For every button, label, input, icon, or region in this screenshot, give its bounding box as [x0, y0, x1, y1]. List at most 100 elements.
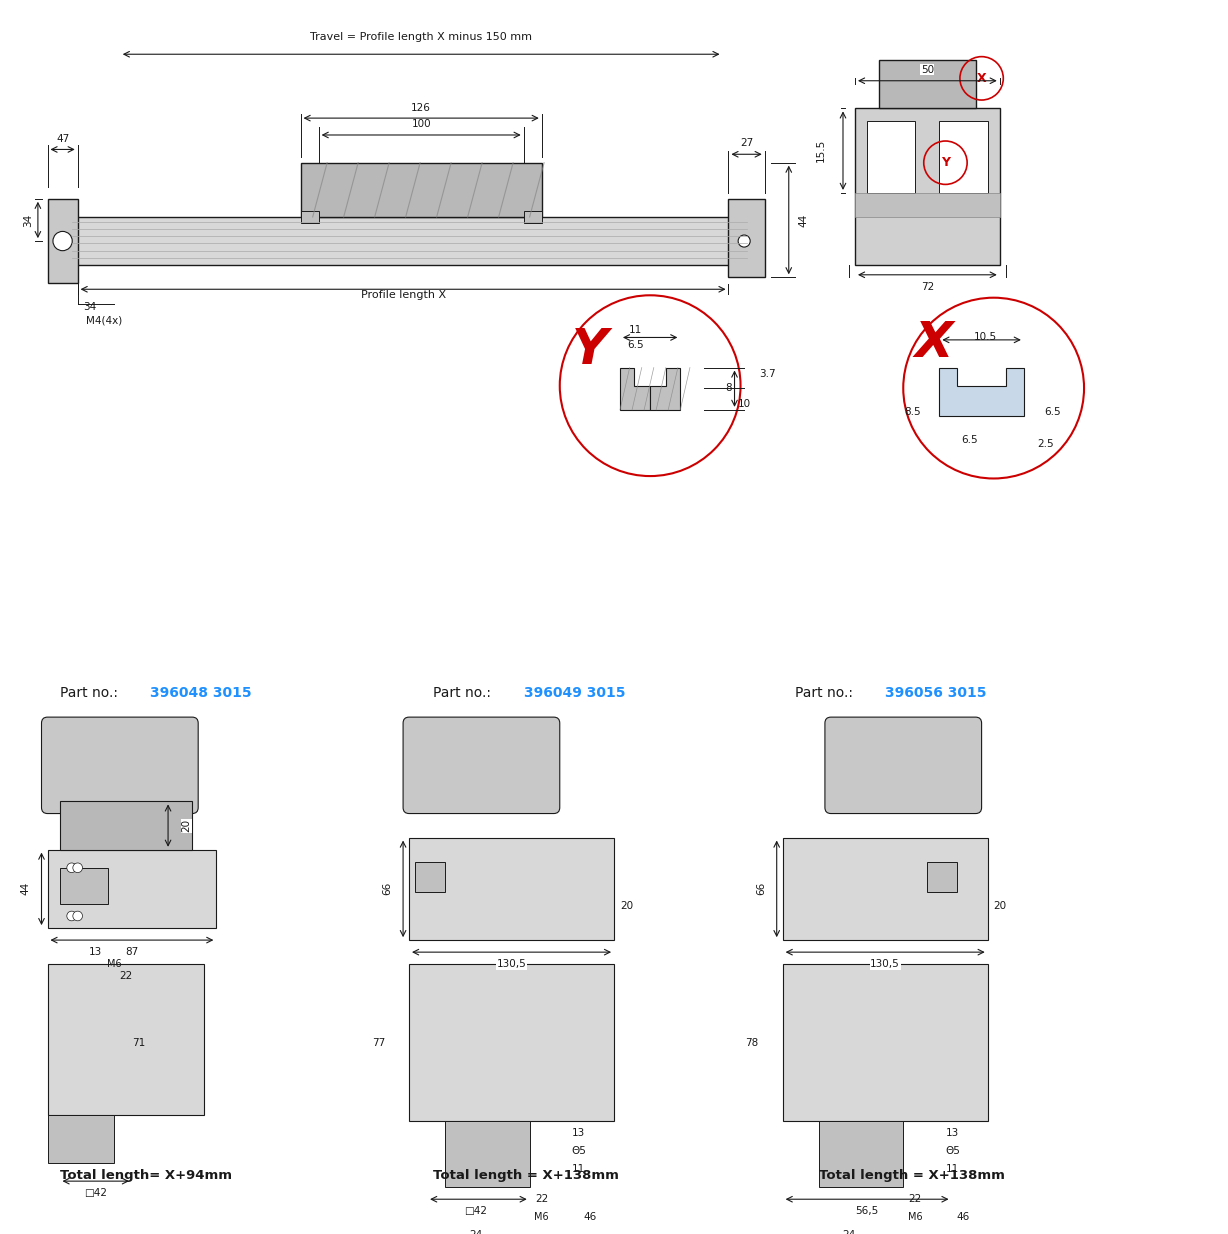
Circle shape	[66, 863, 76, 872]
Text: X: X	[976, 72, 986, 85]
Bar	[446, 1120, 529, 1187]
Text: M6: M6	[907, 1212, 922, 1223]
FancyBboxPatch shape	[42, 717, 198, 813]
Text: 10: 10	[738, 399, 750, 408]
Bar	[728, 199, 765, 278]
Text: 66: 66	[756, 882, 766, 896]
Text: Θ5: Θ5	[572, 1146, 587, 1156]
Text: Total length= X+94mm: Total length= X+94mm	[60, 1169, 232, 1182]
Text: Total length = X+138mm: Total length = X+138mm	[819, 1169, 1005, 1182]
Text: Total length = X+138mm: Total length = X+138mm	[433, 1169, 619, 1182]
Text: Y: Y	[941, 157, 950, 169]
Bar	[927, 861, 958, 892]
Text: 11: 11	[629, 326, 642, 336]
Text: Y: Y	[572, 326, 608, 374]
Text: 34: 34	[23, 213, 33, 227]
Text: 13: 13	[946, 1128, 959, 1138]
Bar	[409, 838, 614, 940]
Text: 13: 13	[572, 1128, 585, 1138]
Text: M4(4x): M4(4x)	[86, 316, 123, 326]
Text: 71: 71	[131, 1038, 145, 1048]
Text: 72: 72	[921, 281, 935, 292]
Circle shape	[72, 863, 82, 872]
Text: 22: 22	[119, 971, 133, 981]
Text: 47: 47	[56, 133, 69, 143]
Text: 87: 87	[125, 948, 139, 958]
Text: 13: 13	[90, 948, 102, 958]
Text: 44: 44	[21, 882, 31, 896]
Text: 100: 100	[411, 120, 431, 130]
Text: 78: 78	[745, 1038, 759, 1048]
Text: 3.7: 3.7	[759, 369, 775, 379]
Text: □42: □42	[464, 1207, 486, 1217]
Bar	[867, 121, 915, 193]
Text: Θ5: Θ5	[946, 1146, 960, 1156]
Text: 2.5: 2.5	[1038, 438, 1054, 448]
FancyBboxPatch shape	[825, 717, 981, 813]
Circle shape	[738, 234, 750, 247]
Text: 396056 3015: 396056 3015	[885, 686, 986, 700]
FancyBboxPatch shape	[60, 217, 759, 265]
Text: 24: 24	[842, 1230, 856, 1234]
Text: M6: M6	[534, 1212, 549, 1223]
Bar	[60, 868, 108, 905]
Bar	[855, 193, 1000, 217]
Text: 22: 22	[909, 1195, 922, 1204]
Polygon shape	[939, 368, 1024, 416]
Text: 130,5: 130,5	[496, 959, 527, 969]
Bar	[48, 850, 216, 928]
Bar	[939, 121, 987, 193]
Text: 15.5: 15.5	[817, 139, 826, 163]
Text: 11: 11	[572, 1164, 585, 1174]
Text: Profile length X: Profile length X	[361, 290, 446, 300]
Text: Travel = Profile length X minus 150 mm: Travel = Profile length X minus 150 mm	[311, 32, 532, 42]
Text: 24: 24	[469, 1230, 483, 1234]
Polygon shape	[650, 368, 680, 410]
Text: 20: 20	[620, 901, 634, 912]
Bar	[879, 60, 975, 109]
Bar	[48, 199, 77, 284]
Text: M6: M6	[107, 959, 122, 969]
Text: 6.5: 6.5	[962, 434, 977, 445]
Text: 6.5: 6.5	[628, 339, 643, 349]
Text: Part no.:: Part no.:	[795, 686, 852, 700]
Bar	[782, 838, 987, 940]
Bar	[301, 211, 319, 223]
Bar	[409, 964, 614, 1120]
Bar	[819, 1120, 904, 1187]
Text: 20: 20	[993, 901, 1007, 912]
FancyBboxPatch shape	[403, 717, 560, 813]
Text: 130,5: 130,5	[871, 959, 900, 969]
Text: Part no.:: Part no.:	[433, 686, 491, 700]
Bar	[48, 964, 204, 1114]
Text: 46: 46	[957, 1212, 970, 1223]
Text: 8: 8	[726, 383, 732, 394]
Bar	[301, 163, 542, 217]
Circle shape	[53, 232, 72, 251]
Bar	[782, 964, 987, 1120]
Text: 56,5: 56,5	[856, 1207, 879, 1217]
Bar	[60, 802, 192, 850]
Text: □42: □42	[85, 1188, 107, 1198]
Text: 396049 3015: 396049 3015	[523, 686, 625, 700]
Text: 126: 126	[411, 104, 431, 114]
Text: Part no.:: Part no.:	[60, 686, 118, 700]
Circle shape	[72, 911, 82, 921]
Text: 77: 77	[372, 1038, 386, 1048]
Text: 44: 44	[798, 213, 808, 227]
Text: 10.5: 10.5	[974, 332, 997, 343]
Text: 11: 11	[946, 1164, 959, 1174]
Text: 46: 46	[583, 1212, 597, 1223]
Circle shape	[560, 295, 740, 476]
Text: 396048 3015: 396048 3015	[150, 686, 252, 700]
Text: 8.5: 8.5	[905, 407, 921, 417]
Polygon shape	[620, 368, 650, 410]
Text: 50: 50	[921, 65, 935, 75]
Bar	[855, 109, 1000, 265]
Text: X: X	[914, 320, 953, 368]
Text: 22: 22	[535, 1195, 549, 1204]
Bar	[523, 211, 542, 223]
Bar	[415, 861, 446, 892]
Circle shape	[66, 911, 76, 921]
Text: 20: 20	[182, 819, 192, 832]
